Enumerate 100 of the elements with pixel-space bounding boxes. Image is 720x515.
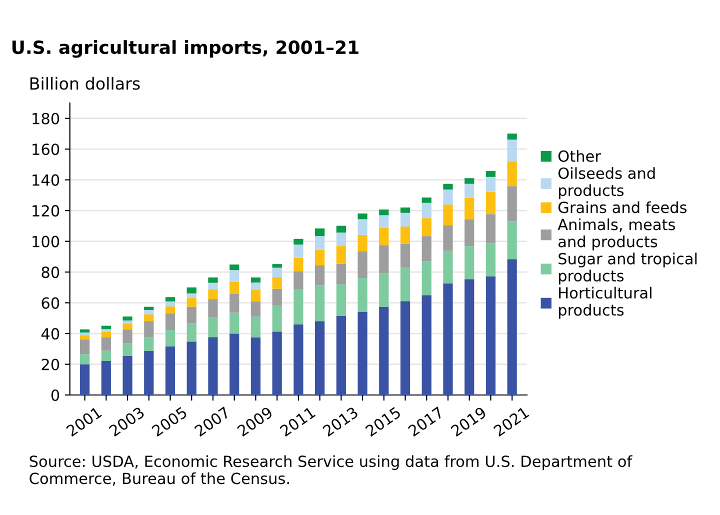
bar bbox=[101, 326, 111, 330]
bar bbox=[400, 226, 410, 244]
bar bbox=[379, 273, 389, 307]
bar bbox=[422, 295, 432, 396]
bar bbox=[250, 290, 261, 302]
bar bbox=[294, 258, 304, 272]
legend-label: Oilseeds and products bbox=[558, 167, 655, 200]
bar bbox=[507, 259, 517, 396]
bar bbox=[250, 277, 261, 283]
bar bbox=[400, 208, 410, 213]
bar bbox=[165, 306, 176, 314]
bar bbox=[230, 334, 240, 396]
bar bbox=[101, 332, 111, 338]
bar bbox=[379, 210, 389, 216]
bar bbox=[80, 354, 90, 364]
bar bbox=[230, 270, 240, 282]
bar bbox=[144, 337, 154, 352]
bar bbox=[464, 246, 474, 280]
bar bbox=[443, 184, 453, 190]
bar bbox=[294, 290, 304, 324]
bar bbox=[80, 339, 90, 354]
bar bbox=[486, 170, 496, 177]
bar bbox=[400, 244, 410, 268]
bar bbox=[336, 232, 346, 246]
bar bbox=[165, 297, 176, 302]
bar bbox=[144, 321, 154, 338]
bar bbox=[400, 212, 410, 227]
bar bbox=[314, 321, 325, 396]
bar bbox=[101, 350, 111, 362]
bar bbox=[80, 329, 90, 332]
legend-label: Other bbox=[558, 150, 601, 162]
bar bbox=[443, 204, 453, 226]
bar bbox=[230, 264, 240, 270]
bar bbox=[400, 301, 410, 396]
bar bbox=[507, 140, 517, 162]
y-tick-label: 140 bbox=[32, 174, 60, 186]
y-tick-label: 40 bbox=[41, 328, 60, 340]
bar bbox=[358, 278, 368, 312]
bar bbox=[230, 294, 240, 313]
chart-title: U.S. agricultural imports, 2001–21 bbox=[12, 40, 358, 58]
bar bbox=[336, 246, 346, 264]
bar bbox=[294, 271, 304, 290]
y-axis-title: Billion dollars bbox=[30, 76, 140, 90]
bar bbox=[358, 219, 368, 235]
bar bbox=[122, 356, 132, 396]
y-tick-label: 160 bbox=[32, 144, 60, 156]
bar bbox=[486, 176, 496, 192]
bar bbox=[272, 288, 282, 306]
bar bbox=[400, 268, 410, 302]
bar bbox=[336, 226, 346, 233]
bar bbox=[464, 279, 474, 396]
bar bbox=[358, 214, 368, 220]
bar bbox=[101, 337, 111, 351]
bar bbox=[208, 317, 218, 338]
bar bbox=[272, 306, 282, 332]
bar bbox=[314, 265, 325, 286]
bar bbox=[379, 245, 389, 274]
bar bbox=[230, 312, 240, 334]
bar bbox=[422, 261, 432, 296]
bar bbox=[443, 250, 453, 284]
bar bbox=[208, 289, 218, 300]
bar bbox=[165, 346, 176, 396]
bar bbox=[165, 301, 176, 306]
y-tick-label: 80 bbox=[42, 266, 60, 278]
bar bbox=[208, 337, 218, 396]
bar bbox=[507, 221, 517, 260]
bar bbox=[250, 316, 261, 338]
bar bbox=[464, 184, 474, 198]
bar bbox=[507, 134, 517, 140]
bar bbox=[507, 186, 517, 222]
bar bbox=[165, 330, 176, 346]
bar bbox=[486, 192, 496, 214]
bar bbox=[422, 218, 432, 236]
bar bbox=[379, 215, 389, 228]
bar bbox=[272, 332, 282, 396]
bar bbox=[144, 314, 154, 322]
bar bbox=[486, 276, 496, 396]
bar bbox=[186, 298, 196, 307]
legend-label: Horticultural products bbox=[558, 286, 652, 319]
bar bbox=[250, 301, 261, 316]
bar bbox=[464, 219, 474, 246]
bar bbox=[294, 324, 304, 396]
bar bbox=[122, 316, 132, 320]
bar bbox=[144, 351, 154, 396]
bar bbox=[272, 277, 282, 289]
bar bbox=[358, 234, 368, 252]
bar bbox=[358, 251, 368, 278]
bar bbox=[314, 228, 325, 236]
bar bbox=[486, 243, 496, 277]
bar bbox=[272, 268, 282, 278]
bar bbox=[208, 282, 218, 290]
bar bbox=[122, 320, 132, 324]
y-tick-label: 180 bbox=[32, 112, 60, 124]
bar bbox=[186, 287, 196, 294]
bar bbox=[314, 285, 325, 322]
bar bbox=[422, 198, 432, 203]
bar bbox=[379, 306, 389, 396]
y-tick-label: 20 bbox=[42, 358, 60, 370]
bar bbox=[122, 329, 132, 344]
bar bbox=[443, 190, 453, 205]
